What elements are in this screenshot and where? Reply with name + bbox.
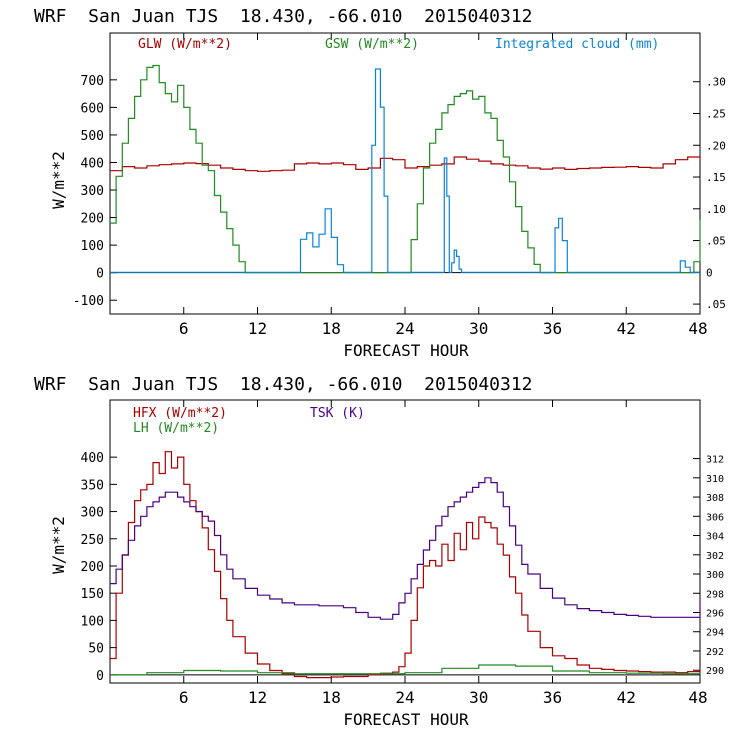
- radiation-y2-tick-label: .05: [706, 298, 726, 311]
- flux-y2-tick-label: 306: [706, 512, 724, 523]
- flux-x-tick-label: 42: [617, 688, 636, 707]
- flux-y2-ticks: 290 292 294 296 298 300 302 304 306 308 310 312: [693, 455, 724, 677]
- radiation-y2-tick-label: .10: [706, 203, 726, 216]
- flux-plot-frame: [109, 399, 701, 684]
- radiation-x-ticks: 6 12 18 24 30 36 42 48: [179, 33, 708, 338]
- flux-y-ticks: 0 50 100 150 200 250 300 350 400: [81, 451, 117, 684]
- radiation-chart: WRF San Juan TJS 18.430, -66.010 2015040…: [34, 6, 726, 360]
- flux-x-ticks: 6 12 18 24 30 36 42 48: [179, 400, 708, 707]
- flux-y2-tick-label: 294: [706, 628, 724, 639]
- radiation-y2-tick-label: 0: [706, 266, 713, 279]
- radiation-legend-entry: GSW (W/m**2): [325, 37, 419, 52]
- flux-y2-tick-label: 296: [706, 608, 724, 619]
- radiation-y2-tick-label: .20: [706, 139, 726, 152]
- radiation-x-tick-label: 24: [395, 319, 414, 338]
- flux-y-tick-label: 100: [81, 614, 104, 629]
- radiation-x-tick-label: 18: [322, 319, 341, 338]
- radiation-x-tick-label: 30: [469, 319, 488, 338]
- flux-x-tick-label: 12: [248, 688, 267, 707]
- radiation-y-tick-label: 0: [96, 267, 104, 282]
- radiation-y-tick-label: 600: [81, 101, 104, 116]
- radiation-y-tick-label: 100: [81, 239, 104, 254]
- flux-series-lh: [110, 664, 701, 676]
- flux-y-tick-label: 400: [81, 451, 104, 466]
- radiation-y-tick-label: 400: [81, 156, 104, 171]
- flux-y-axis-label: W/m**2: [49, 516, 68, 574]
- radiation-y2-ticks: .05 0 .05 .10 .15 .20 .25 .30: [693, 76, 726, 311]
- radiation-series-integrated-cloud: [110, 68, 700, 273]
- radiation-series: [110, 64, 701, 274]
- flux-series-tsk: [110, 477, 701, 620]
- radiation-legend: GLW (W/m**2) GSW (W/m**2) Integrated cloud…: [138, 37, 659, 52]
- radiation-y2-tick-label: .25: [706, 107, 726, 120]
- radiation-y2-tick-label: .15: [706, 171, 726, 184]
- flux-y-tick-label: 350: [81, 478, 104, 493]
- radiation-x-axis-label: FORECAST HOUR: [343, 341, 469, 360]
- flux-x-tick-label: 30: [469, 688, 488, 707]
- radiation-x-tick-label: 48: [688, 319, 707, 338]
- radiation-y-tick-label: 200: [81, 212, 104, 227]
- flux-x-axis-label: FORECAST HOUR: [343, 710, 469, 729]
- flux-y-tick-label: 250: [81, 533, 104, 548]
- flux-y2-tick-label: 304: [706, 532, 724, 543]
- radiation-y2-tick-label: .30: [706, 76, 726, 89]
- flux-x-tick-label: 48: [688, 688, 707, 707]
- flux-legend-entry: HFX (W/m**2): [133, 406, 227, 421]
- flux-series-hfx: [110, 451, 701, 679]
- flux-x-tick-label: 6: [179, 688, 189, 707]
- flux-y2-tick-label: 292: [706, 647, 724, 658]
- flux-legend-entry: LH (W/m**2): [133, 421, 219, 436]
- radiation-y-ticks: -100 0 100 200 300 400 500 600 700: [73, 74, 117, 309]
- flux-y-tick-label: 50: [88, 642, 104, 657]
- radiation-series-gsw: [110, 64, 701, 274]
- flux-y-tick-label: 200: [81, 560, 104, 575]
- radiation-y-axis-label: W/m**2: [49, 151, 68, 209]
- radiation-x-tick-label: 6: [179, 319, 189, 338]
- flux-y2-tick-label: 300: [706, 570, 724, 581]
- flux-legend: HFX (W/m**2)LH (W/m**2) TSK (K): [133, 406, 365, 436]
- flux-y2-tick-label: 290: [706, 666, 724, 677]
- flux-chart-title: WRF San Juan TJS 18.430, -66.010 2015040…: [34, 374, 533, 395]
- radiation-y-tick-label: 300: [81, 184, 104, 199]
- flux-x-tick-label: 36: [543, 688, 562, 707]
- flux-y2-tick-label: 312: [706, 455, 724, 466]
- flux-y2-tick-label: 310: [706, 474, 724, 485]
- flux-x-tick-label: 18: [322, 688, 341, 707]
- radiation-legend-entry: GLW (W/m**2): [138, 37, 232, 52]
- radiation-chart-title: WRF San Juan TJS 18.430, -66.010 2015040…: [34, 6, 533, 27]
- flux-y-tick-label: 300: [81, 506, 104, 521]
- flux-series: [110, 451, 701, 679]
- flux-y2-tick-label: 302: [706, 551, 724, 562]
- flux-y2-tick-label: 308: [706, 493, 724, 504]
- flux-y-tick-label: 0: [96, 669, 104, 684]
- radiation-x-tick-label: 36: [543, 319, 562, 338]
- flux-x-tick-label: 24: [395, 688, 414, 707]
- flux-legend-entry: TSK (K): [310, 406, 365, 421]
- radiation-x-tick-label: 42: [617, 319, 636, 338]
- radiation-y2-tick-label: .05: [706, 235, 726, 248]
- flux-y-tick-label: 150: [81, 587, 104, 602]
- radiation-y-tick-label: -100: [73, 294, 104, 309]
- radiation-legend-entry: Integrated cloud (mm): [495, 37, 659, 52]
- radiation-x-tick-label: 12: [248, 319, 267, 338]
- radiation-y-tick-label: 500: [81, 129, 104, 144]
- flux-y2-tick-label: 298: [706, 589, 724, 600]
- flux-chart: WRF San Juan TJS 18.430, -66.010 2015040…: [34, 374, 724, 729]
- radiation-y-tick-label: 700: [81, 74, 104, 89]
- radiation-series-glw: [110, 156, 701, 172]
